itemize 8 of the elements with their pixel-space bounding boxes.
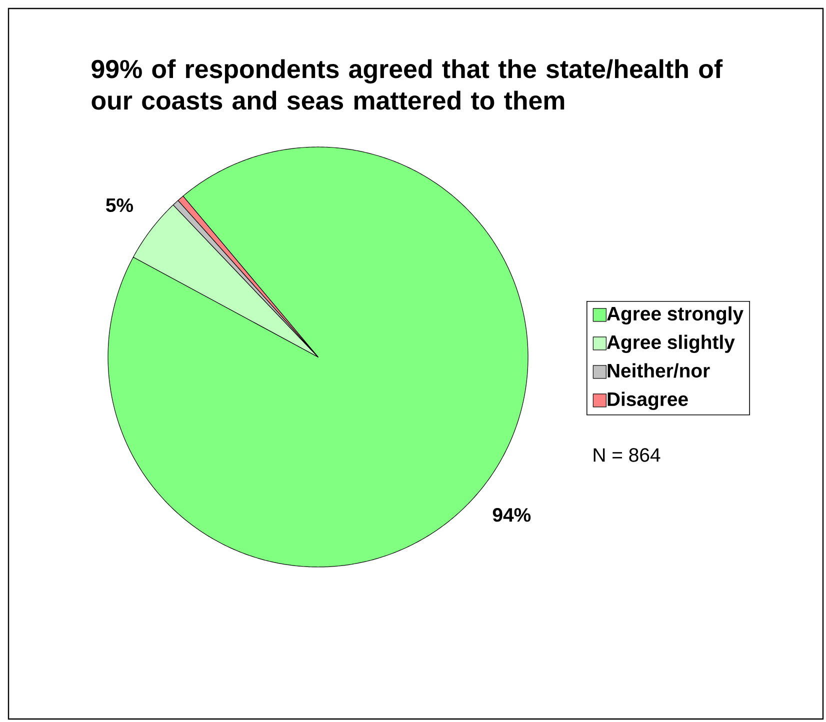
legend-label: Disagree xyxy=(608,392,688,410)
legend-label: Agree strongly xyxy=(606,306,744,324)
data-label: 5% xyxy=(106,198,134,212)
data-label: 94% xyxy=(492,508,531,522)
legend-label: Agree slightly xyxy=(606,334,735,353)
legend-label: Neither/nor xyxy=(608,363,710,378)
text: N = 864 xyxy=(594,448,660,462)
chart-title: 99% of respondents agreed that the state/health of our coasts and seas mattered to them xyxy=(92,59,723,110)
